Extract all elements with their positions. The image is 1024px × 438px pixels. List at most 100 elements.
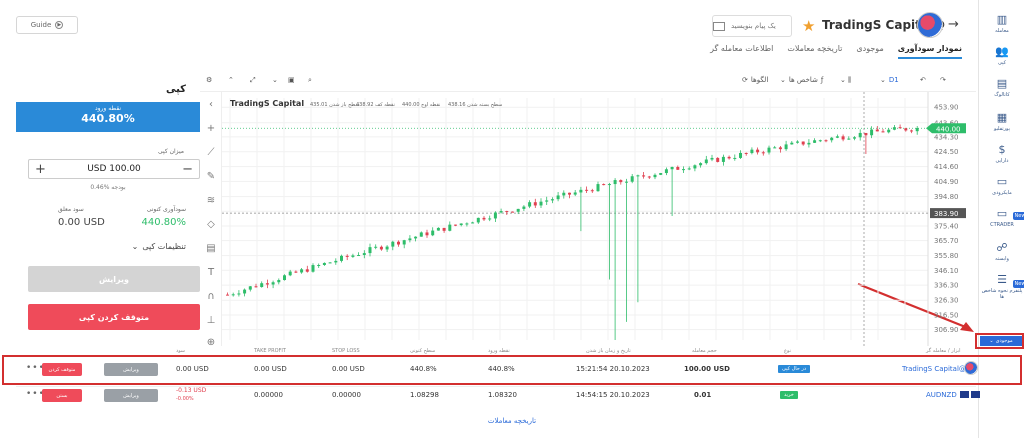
stop-copy-button[interactable]: متوقف کردن کپی bbox=[28, 304, 200, 330]
amount-value[interactable]: USD 100.00 bbox=[87, 164, 141, 174]
panel-title: کپی bbox=[165, 84, 186, 95]
sidebar-label: کپی bbox=[997, 60, 1007, 66]
y-tick-label: 414.60 bbox=[934, 163, 959, 171]
sidebar-item-copy[interactable]: 👥 کپی bbox=[979, 46, 1024, 67]
edit-button[interactable]: ویرایش bbox=[104, 389, 158, 402]
channel-icon[interactable]: ≋ bbox=[206, 195, 216, 206]
chevron-down-icon[interactable]: ⌄ bbox=[272, 76, 278, 84]
brush-icon[interactable]: ✎ bbox=[206, 171, 216, 182]
edit-button[interactable]: ویرایش bbox=[104, 363, 158, 376]
trendline-icon[interactable]: ⟋ bbox=[207, 147, 215, 158]
instrument-link[interactable]: AUDNZD bbox=[926, 391, 957, 399]
back-arrow-icon[interactable]: → bbox=[948, 17, 959, 32]
pending-profit-value: 0.00 USD bbox=[58, 217, 105, 228]
candle-body bbox=[778, 147, 782, 150]
candle-body bbox=[733, 157, 737, 159]
table-row[interactable]: ••• متوقف کردن ویرایش 0.00 USD 0.00 USD … bbox=[16, 359, 978, 381]
candle-body bbox=[522, 206, 526, 209]
copy-settings-toggle[interactable]: ⌄ تنظیمات کپی bbox=[132, 242, 186, 251]
instrument-link[interactable]: TradingS Capital@ bbox=[902, 365, 966, 373]
sidebar-item-platform[interactable]: ☰ پلتفرم نحوه شاخص ها bbox=[979, 273, 1024, 301]
chart-type-button[interactable]: ⌄ ⫼ bbox=[840, 76, 852, 84]
copy-panel: کپی نقطه ورود 440.80% میزان کپی + USD 10… bbox=[16, 72, 200, 344]
crosshair-icon[interactable]: + bbox=[206, 123, 216, 134]
tab-balance[interactable]: موجودی bbox=[856, 44, 884, 53]
candle-body bbox=[397, 241, 400, 245]
candle-body bbox=[796, 141, 799, 143]
timeframe-button[interactable]: ⌄ D1 bbox=[880, 76, 899, 84]
minus-icon[interactable]: − bbox=[182, 161, 193, 177]
save-icon[interactable]: ▣ bbox=[288, 76, 295, 84]
candle-body bbox=[716, 157, 720, 162]
zoom-icon[interactable]: ⊕ bbox=[206, 337, 216, 348]
candle-body bbox=[750, 149, 754, 154]
y-tick-label: 424.50 bbox=[934, 148, 959, 156]
pattern-icon[interactable]: ◇ bbox=[207, 219, 215, 230]
candle-body bbox=[243, 289, 247, 294]
col-take-profit: TAKE PROFIT bbox=[254, 348, 286, 354]
magnet-icon[interactable]: ∩ bbox=[207, 291, 215, 302]
tab-trade-history[interactable]: تاریخچه معاملات bbox=[787, 44, 843, 53]
collapse-icon[interactable]: ‹ bbox=[209, 99, 213, 110]
close-button[interactable]: بستن bbox=[42, 389, 82, 402]
entry-value: 440.8% bbox=[488, 365, 515, 373]
tab-profit-chart[interactable]: نمودار سودآوری bbox=[897, 44, 962, 59]
candle-body bbox=[539, 201, 543, 206]
redo-icon[interactable]: ↷ bbox=[940, 76, 946, 84]
edit-button[interactable]: ویرایش bbox=[28, 266, 200, 292]
candle-body bbox=[892, 127, 896, 130]
stop-button[interactable]: متوقف کردن bbox=[42, 363, 82, 376]
amount-stepper[interactable]: + USD 100.00 − bbox=[28, 159, 200, 179]
sidebar-item-portfolio[interactable]: ▦ پورتفلیو bbox=[979, 112, 1024, 133]
y-tick-label: 346.10 bbox=[934, 267, 959, 275]
candle-body bbox=[556, 195, 560, 200]
guide-button[interactable]: Guide ▶ bbox=[16, 16, 78, 34]
fib-icon[interactable]: ▤ bbox=[206, 243, 216, 254]
candle-body bbox=[858, 132, 862, 138]
type-badge: در حال کپی bbox=[778, 365, 811, 373]
candle-body bbox=[756, 149, 760, 153]
fullscreen-icon[interactable]: ⤢ bbox=[250, 76, 256, 84]
sidebar-item-trade[interactable]: ▥ معامله bbox=[979, 14, 1024, 35]
catalog-icon: ▤ bbox=[996, 77, 1008, 90]
chevron-up-icon[interactable]: ⌃ bbox=[228, 76, 234, 84]
candle-body bbox=[283, 275, 286, 281]
index-icon: ☰ bbox=[997, 273, 1007, 286]
sidebar-item-micro[interactable]: ▭ مایکرودی bbox=[979, 175, 1024, 197]
candle-body bbox=[379, 246, 383, 250]
mt-icon: ▭ bbox=[996, 175, 1008, 188]
sidebar-item-catalog[interactable]: ▤ کاتالوگ bbox=[979, 77, 1024, 99]
more-icon[interactable]: ••• bbox=[26, 389, 45, 399]
candle-body bbox=[391, 241, 395, 247]
tab-trader-info[interactable]: اطلاعات معامله گر bbox=[710, 44, 774, 53]
more-icon[interactable]: ••• bbox=[26, 363, 45, 373]
indicators-button[interactable]: ⌄ شاخص ها ƒ bbox=[780, 76, 823, 84]
text-icon[interactable]: T bbox=[207, 267, 215, 278]
patterns-button[interactable]: ⟳ الگوها bbox=[742, 76, 768, 84]
candle-body bbox=[853, 137, 856, 139]
sidebar-item-ctrader[interactable]: ▭ CTRADER bbox=[979, 208, 1024, 229]
sidebar-label: پورتفلیو bbox=[993, 126, 1011, 132]
sidebar-item-assets[interactable]: $ دارایی bbox=[979, 144, 1024, 165]
right-sidebar: ▥ معامله 👥 کپی ▤ کاتالوگ ▦ پورتفلیو $ دارایی … bbox=[978, 0, 1024, 438]
table-row[interactable]: ••• بستن ویرایش -0.13 USD -0.00% 0.00000… bbox=[16, 387, 980, 409]
favorite-star-icon[interactable]: ★ bbox=[802, 17, 816, 35]
measure-icon[interactable]: ⊥ bbox=[206, 315, 216, 326]
candle-body bbox=[875, 129, 879, 132]
candle-body bbox=[357, 255, 361, 257]
candle-body bbox=[436, 227, 440, 231]
balance-dropdown-button[interactable]: ⌄ موجودی bbox=[980, 336, 1022, 346]
current-profit-value: 440.80% bbox=[141, 217, 187, 228]
undo-icon[interactable]: ↶ bbox=[920, 76, 926, 84]
crosshair-price-tag bbox=[930, 208, 966, 219]
candle-body bbox=[226, 294, 229, 296]
trade-history-link[interactable]: تاریخچه معاملات bbox=[487, 417, 537, 425]
col-opened: تاریخ و زمان باز شدن bbox=[586, 348, 631, 354]
settings-gear-icon[interactable]: ⚙ bbox=[206, 76, 213, 84]
candle-body bbox=[385, 246, 389, 250]
search-icon[interactable]: ⌕ bbox=[308, 76, 312, 84]
price-chart[interactable]: 306.90 316.50 326.30 336.30 346.10 355.80 365.… bbox=[222, 92, 976, 346]
sidebar-item-affiliate[interactable]: ☍ وابسته bbox=[979, 242, 1024, 263]
plus-icon[interactable]: + bbox=[35, 161, 46, 177]
message-input[interactable]: یک پیام بنویسید bbox=[712, 15, 792, 37]
